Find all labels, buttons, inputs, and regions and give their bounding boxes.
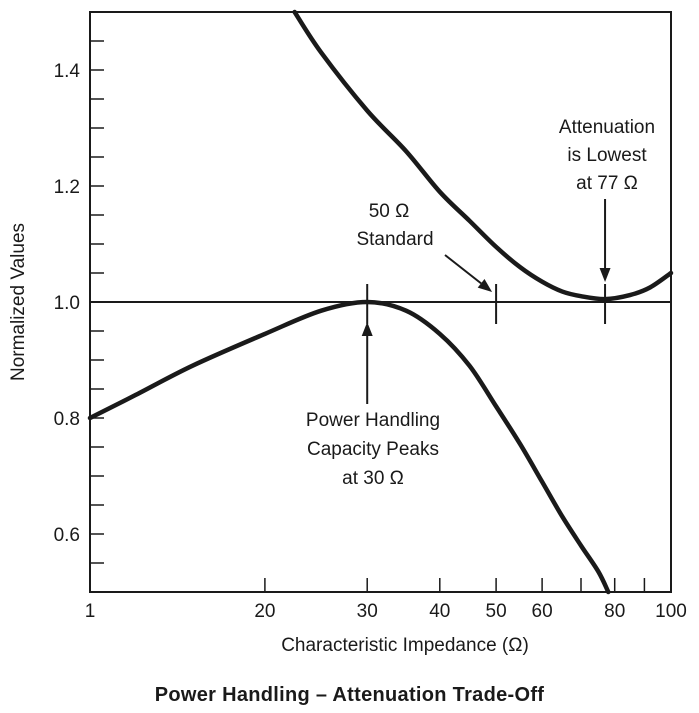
tick-label-layer: 1 20 30 40 50 60 80 100 0.6 0.8 1.0 1.2 1.4 [54, 61, 687, 622]
y-tick-label: 1.2 [54, 177, 80, 198]
attenuation-curve [292, 9, 674, 302]
standard-arrow [444, 254, 493, 292]
power-handling-arrow-head [361, 322, 373, 336]
power-handling-annotation: Power Handling Capacity Peaks at 30 Ω [306, 410, 440, 489]
standard-annotation-line-1: 50 Ω [369, 201, 410, 222]
x-tick-label: 50 [486, 601, 507, 622]
x-tick-label: 30 [357, 601, 378, 622]
power-handling-annotation-line-2: Capacity Peaks [307, 439, 439, 460]
series-layer [87, 9, 674, 595]
x-tick-label: 100 [655, 601, 687, 622]
power-handling-annotation-line-3: at 30 Ω [342, 468, 404, 489]
plot-frame [89, 11, 672, 593]
attenuation-annotation-line-3: at 77 Ω [576, 173, 638, 194]
x-axis-label: Characteristic Impedance (Ω) [281, 635, 529, 656]
attenuation-arrow [599, 199, 611, 282]
standard-arrow-shaft [444, 254, 482, 285]
x-tick-label: 1 [85, 601, 96, 622]
standard-arrow-head [477, 279, 493, 292]
y-axis-label: Normalized Values [8, 223, 29, 381]
x-tick-label: 80 [604, 601, 625, 622]
chart-title: Power Handling – Attenuation Trade-Off [154, 684, 545, 706]
attenuation-annotation-line-1: Attenuation [559, 117, 655, 138]
attenuation-annotation-line-2: is Lowest [567, 145, 647, 166]
attenuation-arrow-head [599, 268, 611, 282]
x-tick-label: 40 [429, 601, 450, 622]
attenuation-annotation: Attenuation is Lowest at 77 Ω [559, 117, 655, 194]
standard-annotation-line-2: Standard [356, 229, 433, 250]
marker-layer [361, 199, 611, 404]
y-tick-label: 0.6 [54, 525, 80, 546]
tick-layer [89, 11, 672, 593]
x-tick-label: 60 [532, 601, 553, 622]
y-tick-label: 0.8 [54, 409, 80, 430]
standard-annotation: 50 Ω Standard [356, 201, 433, 250]
power-handling-arrow [361, 322, 373, 404]
y-tick-label: 1.0 [54, 293, 80, 314]
y-tick-label: 1.4 [54, 61, 81, 82]
power-handling-annotation-line-1: Power Handling [306, 410, 440, 431]
power-handling-curve [87, 299, 611, 595]
x-tick-label: 20 [254, 601, 275, 622]
